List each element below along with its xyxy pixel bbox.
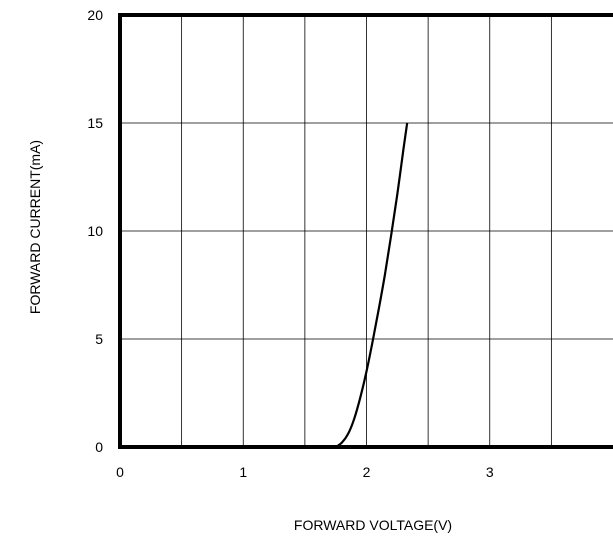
x-tick-label: 2 [363, 464, 371, 480]
y-axis-title: FORWARD CURRENT(mA) [27, 140, 43, 314]
x-axis-title: FORWARD VOLTAGE(V) [294, 517, 452, 533]
y-tick-label: 5 [95, 331, 103, 347]
y-tick-label: 20 [87, 7, 103, 23]
series-layer [335, 122, 409, 448]
x-tick-label: 1 [239, 464, 247, 480]
y-tick-label: 15 [87, 115, 103, 131]
x-tick-label: 0 [116, 464, 124, 480]
y-tick-labels: 0 5 10 15 20 [87, 7, 103, 455]
x-tick-labels: 0 1 2 3 [116, 464, 494, 480]
x-tick-label: 3 [486, 464, 494, 480]
series-line-0 [335, 122, 409, 448]
grid-lines [120, 15, 613, 447]
y-tick-label: 10 [87, 223, 103, 239]
y-tick-label: 0 [95, 439, 103, 455]
plot-frame [118, 13, 613, 449]
